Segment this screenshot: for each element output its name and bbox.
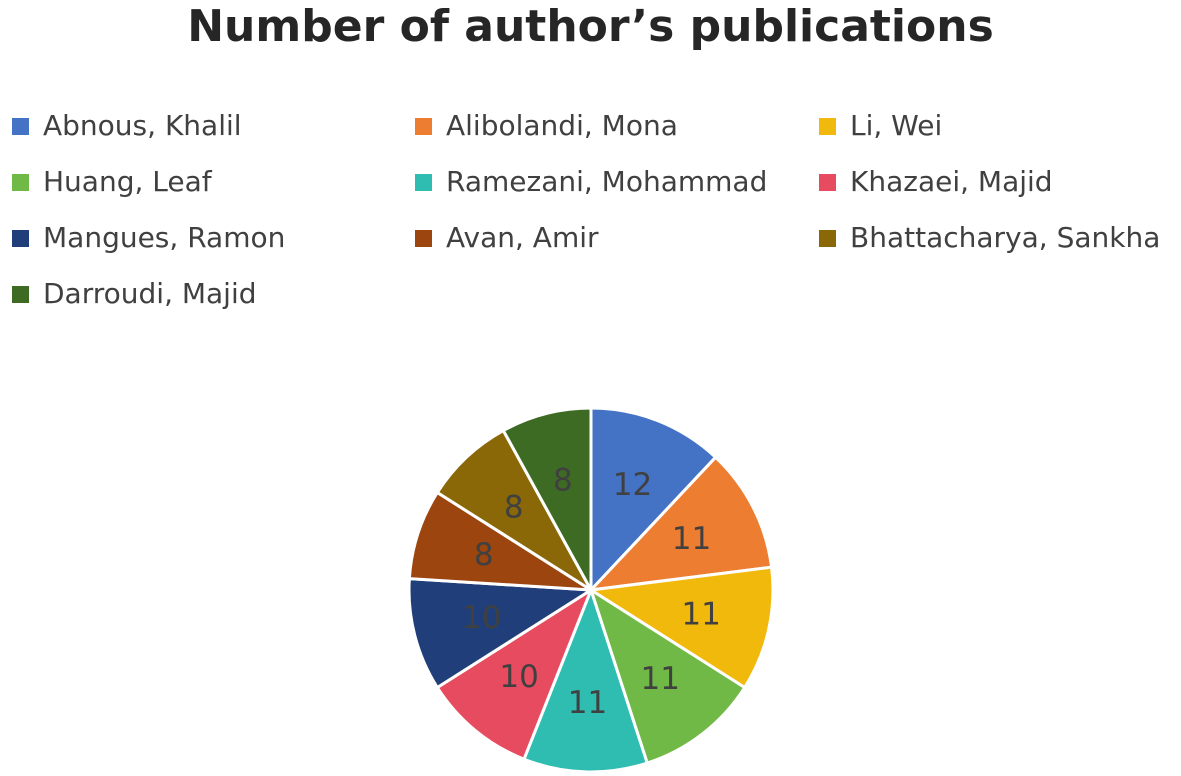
pie-slice: [589, 406, 718, 592]
pie-slice: [407, 577, 593, 690]
slice-data-label: 11: [681, 597, 720, 633]
legend-label: Ramezani, Mohammad: [446, 165, 768, 198]
pie-slice: [435, 588, 593, 761]
slice-data-label: 8: [553, 463, 573, 499]
legend-swatch: [12, 173, 29, 191]
legend-label: Darroudi, Majid: [43, 277, 257, 310]
pie-slice: [589, 565, 775, 690]
pie-slice: [435, 429, 593, 592]
legend-item: Ramezani, Mohammad: [415, 162, 767, 202]
legend-item: Avan, Amir: [415, 218, 599, 258]
legend-label: Li, Wei: [850, 109, 943, 142]
legend-swatch: [819, 117, 836, 135]
legend-item: Darroudi, Majid: [12, 274, 257, 314]
slice-data-label: 8: [504, 490, 524, 526]
legend-swatch: [12, 229, 29, 247]
legend-item: Abnous, Khalil: [12, 106, 242, 146]
legend-label: Alibolandi, Mona: [446, 109, 678, 142]
pie-slice: [589, 588, 747, 765]
slice-data-label: 12: [613, 467, 652, 503]
legend-item: Bhattacharya, Sankha: [819, 218, 1160, 258]
slice-data-label: 10: [499, 659, 538, 695]
legend-item: Khazaei, Majid: [819, 162, 1053, 202]
legend-label: Mangues, Ramon: [43, 221, 286, 254]
slice-data-label: 10: [462, 600, 501, 636]
slice-data-label: 8: [474, 537, 494, 573]
legend-label: Abnous, Khalil: [43, 109, 242, 142]
legend-swatch: [415, 173, 432, 191]
legend-item: Huang, Leaf: [12, 162, 212, 202]
legend-label: Bhattacharya, Sankha: [850, 221, 1161, 254]
chart-title: Number of author’s publications: [187, 1, 994, 52]
legend-item: Li, Wei: [819, 106, 942, 146]
legend-label: Khazaei, Majid: [850, 165, 1053, 198]
slice-data-label: 11: [568, 685, 607, 721]
legend-swatch: [819, 229, 836, 247]
legend-swatch: [415, 117, 432, 135]
pie-slice: [501, 406, 593, 592]
legend-swatch: [415, 229, 432, 247]
legend-item: Alibolandi, Mona: [415, 106, 678, 146]
legend-label: Huang, Leaf: [43, 165, 212, 198]
pie-slice: [522, 588, 649, 774]
pie-slice: [589, 455, 774, 592]
pie-slice: [407, 490, 593, 592]
legend-swatch: [12, 117, 29, 135]
legend-swatch: [12, 285, 29, 303]
chart-legend: Abnous, Khalil Alibolandi, Mona Li, Wei Hua…: [0, 100, 1181, 340]
legend-item: Mangues, Ramon: [12, 218, 285, 258]
slice-data-label: 11: [640, 661, 679, 697]
legend-label: Avan, Amir: [446, 221, 599, 254]
slice-data-label: 11: [672, 521, 711, 557]
legend-swatch: [819, 173, 836, 191]
